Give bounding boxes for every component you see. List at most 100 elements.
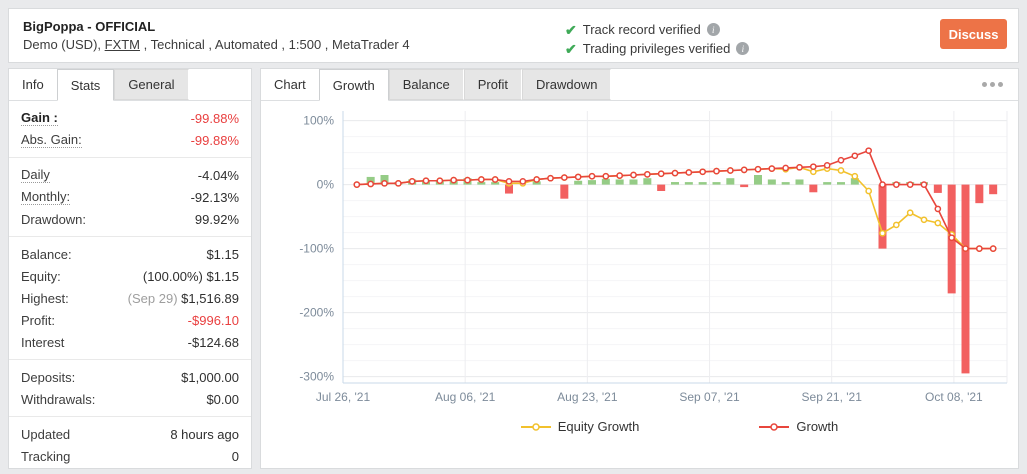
stat-value: $1,000.00 <box>181 369 239 385</box>
stat-label[interactable]: Gain : <box>21 110 58 126</box>
account-attributes: , Technical , Automated , 1:500 , MetaTr… <box>140 37 410 52</box>
stat-label: Withdrawals: <box>21 391 96 407</box>
chart-panel: Chart Growth Balance Profit Drawdown 100% 0% -… <box>260 68 1019 469</box>
stat-value: $0.00 <box>206 391 239 407</box>
account-subtitle: Demo (USD), FXTM , Technical , Automated… <box>9 37 1018 52</box>
legend-label: Equity Growth <box>557 419 640 434</box>
legend-label: Growth <box>796 419 839 434</box>
x-axis-tick-label: Sep 07, '21 <box>679 390 740 404</box>
stat-label: Drawdown: <box>21 211 87 227</box>
stat-row: Profit: -$996.10 <box>9 309 251 331</box>
stat-value: 99.92% <box>194 211 239 227</box>
stat-label: Equity: <box>21 268 61 284</box>
stat-label: Balance: <box>21 246 72 262</box>
stat-group: Deposits: $1,000.00 Withdrawals: $0.00 <box>9 360 251 417</box>
chart-tabs: Chart Growth Balance Profit Drawdown <box>261 69 1018 101</box>
stats-sidebar-panel: Info Stats General Gain : -99.88% Abs. Gain:… <box>8 68 252 469</box>
tab-info[interactable]: Info <box>9 69 57 100</box>
grid-vertical <box>464 111 1008 383</box>
tab-balance[interactable]: Balance <box>388 69 464 100</box>
stat-value: (Sep 29) $1,516.89 <box>127 290 239 306</box>
stat-row: Equity: (100.00%) $1.15 <box>9 265 251 287</box>
info-icon[interactable]: i <box>706 23 720 36</box>
legend-item-equity-growth[interactable]: Equity Growth <box>520 419 640 434</box>
stat-value: 0 <box>231 448 239 464</box>
verification-item: ✔ Track record verified i <box>565 20 749 39</box>
verification-badges: ✔ Track record verified i ✔ Trading privileg… <box>565 20 750 58</box>
x-axis-tick-label: Aug 23, '21 <box>557 390 618 404</box>
y-axis-tick-label: -100% <box>299 242 334 256</box>
stat-row: Monthly: -92.13% <box>9 186 251 208</box>
tab-chart: Chart <box>261 69 319 100</box>
stat-value: (100.00%) $1.15 <box>142 268 239 284</box>
legend-item-growth[interactable]: Growth <box>759 419 838 434</box>
y-axis-tick-label: 0% <box>317 178 335 192</box>
growth-line <box>353 147 997 252</box>
x-axis-tick-label: Jul 26, '21 <box>316 390 371 404</box>
stat-label: Profit: <box>21 312 55 328</box>
grid-major: 100% 0% -100% -200% -300% <box>299 114 1007 384</box>
stat-value: -92.13% <box>190 189 239 205</box>
verification-label: Trading privileges verified <box>582 41 731 56</box>
tab-profit[interactable]: Profit <box>463 69 523 100</box>
stat-label[interactable]: Daily <box>21 167 50 183</box>
stat-group: Gain : -99.88% Abs. Gain: -99.88% <box>9 101 251 158</box>
stats-list: Gain : -99.88% Abs. Gain: -99.88% Daily -4.04… <box>9 101 251 473</box>
stat-value: -99.88% <box>190 132 239 148</box>
check-icon: ✔ <box>565 40 577 57</box>
info-icon[interactable]: i <box>736 42 750 55</box>
y-axis-tick-label: 100% <box>303 114 334 128</box>
chart-menu-ellipsis-icon[interactable] <box>982 69 1018 100</box>
stat-group: Balance: $1.15 Equity: (100.00%) $1.15 Highe… <box>9 237 251 360</box>
broker-link[interactable]: FXTM <box>104 37 141 52</box>
tab-drawdown[interactable]: Drawdown <box>522 69 612 100</box>
stat-label: Updated <box>21 426 71 442</box>
daily-gain-bars <box>366 175 998 374</box>
stat-value: 8 hours ago <box>170 426 239 442</box>
stat-row: Interest -$124.68 <box>9 331 251 353</box>
stat-value: -$124.68 <box>187 334 239 350</box>
stat-group: Updated 8 hours ago Tracking 0 <box>9 417 251 473</box>
stat-row: Gain : -99.88% <box>9 107 251 129</box>
stat-row: Drawdown: 99.92% <box>9 208 251 230</box>
stat-row: Highest: (Sep 29) $1,516.89 <box>9 287 251 309</box>
growth-chart[interactable]: 100% 0% -100% -200% -300% Jul 26, '21 Aug 06, … <box>261 101 1018 411</box>
legend-marker-icon <box>759 422 790 431</box>
equity-growth-line <box>353 163 997 252</box>
stat-value: -4.04% <box>197 167 239 183</box>
account-header-panel: BigPoppa - OFFICIAL Demo (USD), FXTM , T… <box>8 8 1019 63</box>
legend-marker-icon <box>520 422 551 431</box>
stat-group: Daily -4.04% Monthly: -92.13% Drawdown: 99.92… <box>9 158 251 237</box>
stat-value: $1.15 <box>206 246 239 262</box>
account-title: BigPoppa - OFFICIAL <box>23 19 156 34</box>
stat-row: Abs. Gain: -99.88% <box>9 129 251 151</box>
x-axis-tick-label: Oct 08, '21 <box>925 390 983 404</box>
tab-growth[interactable]: Growth <box>318 69 389 101</box>
stat-value: -$996.10 <box>187 312 239 328</box>
stat-row: Withdrawals: $0.00 <box>9 388 251 410</box>
account-type: Demo (USD), <box>23 37 105 52</box>
verification-label: Track record verified <box>582 22 701 37</box>
stat-label: Tracking <box>21 448 71 464</box>
stat-row: Tracking 0 <box>9 445 251 467</box>
stat-value-note: (Sep 29) <box>127 290 182 306</box>
y-axis-tick-label: -300% <box>299 370 334 384</box>
stat-label[interactable]: Abs. Gain: <box>21 132 82 148</box>
stat-row: Daily -4.04% <box>9 164 251 186</box>
stat-row: Balance: $1.15 <box>9 243 251 265</box>
check-icon: ✔ <box>565 21 577 38</box>
stat-label: Deposits: <box>21 369 76 385</box>
verification-item: ✔ Trading privileges verified i <box>565 39 750 58</box>
x-axis-tick-label: Aug 06, '21 <box>435 390 496 404</box>
stat-label[interactable]: Monthly: <box>21 189 71 205</box>
discuss-button[interactable]: Discuss <box>940 19 1007 49</box>
stat-label: Interest <box>21 334 65 350</box>
tab-general[interactable]: General <box>114 69 189 100</box>
x-axis-tick-label: Sep 21, '21 <box>802 390 863 404</box>
y-axis-tick-label: -200% <box>299 306 334 320</box>
grid-minor <box>343 136 1007 362</box>
sidebar-tabs: Info Stats General <box>9 69 251 101</box>
stat-row: Updated 8 hours ago <box>9 423 251 445</box>
x-axis-labels: Jul 26, '21 Aug 06, '21 Aug 23, '21 Sep 07,… <box>316 390 983 404</box>
tab-stats[interactable]: Stats <box>56 69 115 101</box>
